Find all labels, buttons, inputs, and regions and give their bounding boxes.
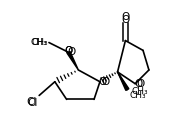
Polygon shape xyxy=(118,72,129,90)
Text: O: O xyxy=(67,47,76,57)
Text: O: O xyxy=(121,15,130,25)
Text: CH₃: CH₃ xyxy=(31,38,48,47)
Text: CH₃: CH₃ xyxy=(131,87,148,96)
Text: O: O xyxy=(136,79,144,89)
Text: O: O xyxy=(134,79,142,89)
Text: O: O xyxy=(65,46,73,56)
Text: O: O xyxy=(99,77,107,87)
Text: CH₃: CH₃ xyxy=(30,38,47,47)
Text: O: O xyxy=(101,77,109,87)
Polygon shape xyxy=(67,51,78,70)
Text: Cl: Cl xyxy=(27,97,37,107)
Text: O: O xyxy=(121,12,130,22)
Text: Cl: Cl xyxy=(28,98,38,108)
Text: O: O xyxy=(65,46,73,56)
Text: CH₃: CH₃ xyxy=(129,91,146,99)
